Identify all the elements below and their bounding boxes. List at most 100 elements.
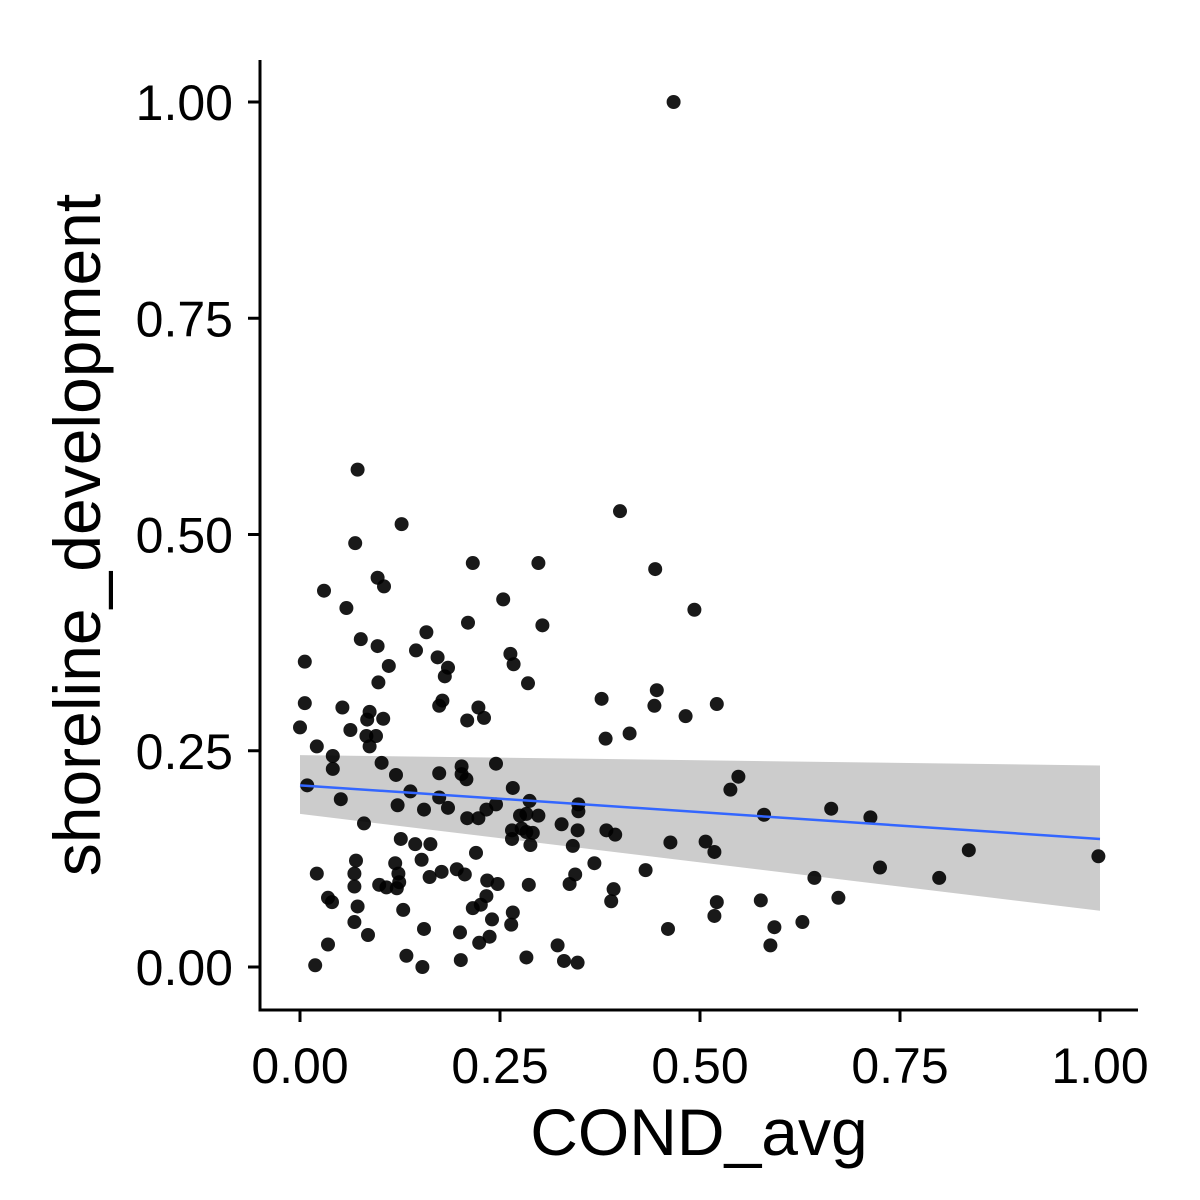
data-point (360, 712, 375, 727)
data-point (687, 602, 702, 617)
data-point (608, 827, 623, 842)
y-axis-title: shoreline_development (40, 194, 114, 876)
data-point (325, 748, 340, 763)
data-point (598, 731, 613, 746)
data-point (297, 654, 312, 669)
data-point (622, 726, 637, 741)
data-point (343, 722, 358, 737)
data-point (504, 917, 519, 932)
x-tick-label: 0.50 (651, 1038, 748, 1094)
data-point (357, 816, 371, 831)
data-point (666, 95, 681, 109)
data-point (1091, 849, 1106, 864)
data-point (763, 938, 778, 953)
data-point (308, 958, 323, 973)
data-point (347, 879, 362, 894)
data-point (333, 792, 348, 807)
data-point (362, 739, 377, 754)
data-point (709, 895, 724, 910)
data-point (417, 802, 431, 817)
data-point (403, 784, 418, 799)
data-points (293, 95, 1106, 974)
data-point (571, 804, 586, 819)
data-point (460, 811, 475, 826)
data-point (317, 583, 331, 598)
data-point (423, 837, 438, 852)
data-point (661, 921, 675, 936)
data-point (309, 866, 324, 881)
data-point (379, 880, 394, 895)
data-point (707, 908, 722, 923)
data-point (550, 938, 565, 953)
data-point (525, 825, 540, 840)
data-point (347, 866, 362, 881)
data-point (472, 935, 487, 950)
data-point (505, 780, 520, 795)
data-point (309, 739, 324, 754)
data-point (419, 625, 434, 640)
data-point (824, 801, 839, 816)
data-point (417, 921, 431, 936)
data-point (570, 955, 585, 970)
x-axis-title: COND_avg (530, 1095, 867, 1169)
data-point (521, 877, 536, 892)
data-point (570, 823, 585, 838)
data-point (961, 843, 976, 858)
data-point (457, 867, 472, 882)
data-point (519, 950, 534, 965)
x-tick-label: 1.00 (1051, 1038, 1148, 1094)
y-tick-label: 0.50 (136, 508, 233, 564)
data-point (831, 890, 846, 905)
data-point (361, 927, 375, 942)
data-point (757, 807, 771, 822)
data-point (409, 643, 423, 658)
data-point (460, 713, 475, 728)
data-point (432, 766, 447, 781)
data-point (471, 700, 486, 715)
data-point (594, 691, 609, 706)
data-point (465, 556, 480, 571)
data-point (709, 697, 724, 712)
data-point (415, 960, 430, 974)
data-point (389, 881, 404, 896)
data-point (489, 756, 503, 771)
data-point (795, 915, 810, 930)
data-point (648, 562, 663, 577)
data-point (523, 838, 538, 853)
data-point (414, 852, 429, 867)
data-point (496, 592, 511, 607)
confidence-band (300, 755, 1100, 911)
data-point (698, 834, 713, 849)
data-point (477, 710, 491, 725)
data-point (349, 853, 363, 868)
data-point (371, 675, 386, 690)
data-point (453, 953, 468, 968)
y-tick-label: 1.00 (136, 75, 233, 131)
confidence-band-layer (300, 755, 1100, 911)
data-point (513, 808, 527, 823)
data-point (482, 929, 497, 944)
data-point (753, 893, 768, 908)
fit-line-layer (299, 784, 1101, 841)
data-point (325, 895, 339, 910)
data-point (565, 838, 580, 853)
data-point (461, 615, 475, 630)
data-point (422, 870, 437, 885)
y-tick-label: 0.00 (136, 940, 233, 996)
data-point (370, 639, 385, 654)
data-point (353, 632, 368, 647)
data-point (663, 835, 678, 850)
data-point (767, 920, 782, 935)
data-point (647, 698, 662, 713)
y-axis-ticks: 0.00 0.25 0.50 0.75 1.00 (136, 75, 260, 996)
y-tick-label: 0.25 (136, 724, 233, 780)
data-point (293, 720, 307, 735)
data-point (393, 831, 408, 846)
data-point (554, 817, 569, 832)
data-point (350, 899, 365, 914)
data-point (471, 811, 486, 826)
data-point (531, 808, 546, 823)
data-point (297, 696, 312, 711)
data-point (389, 767, 403, 782)
